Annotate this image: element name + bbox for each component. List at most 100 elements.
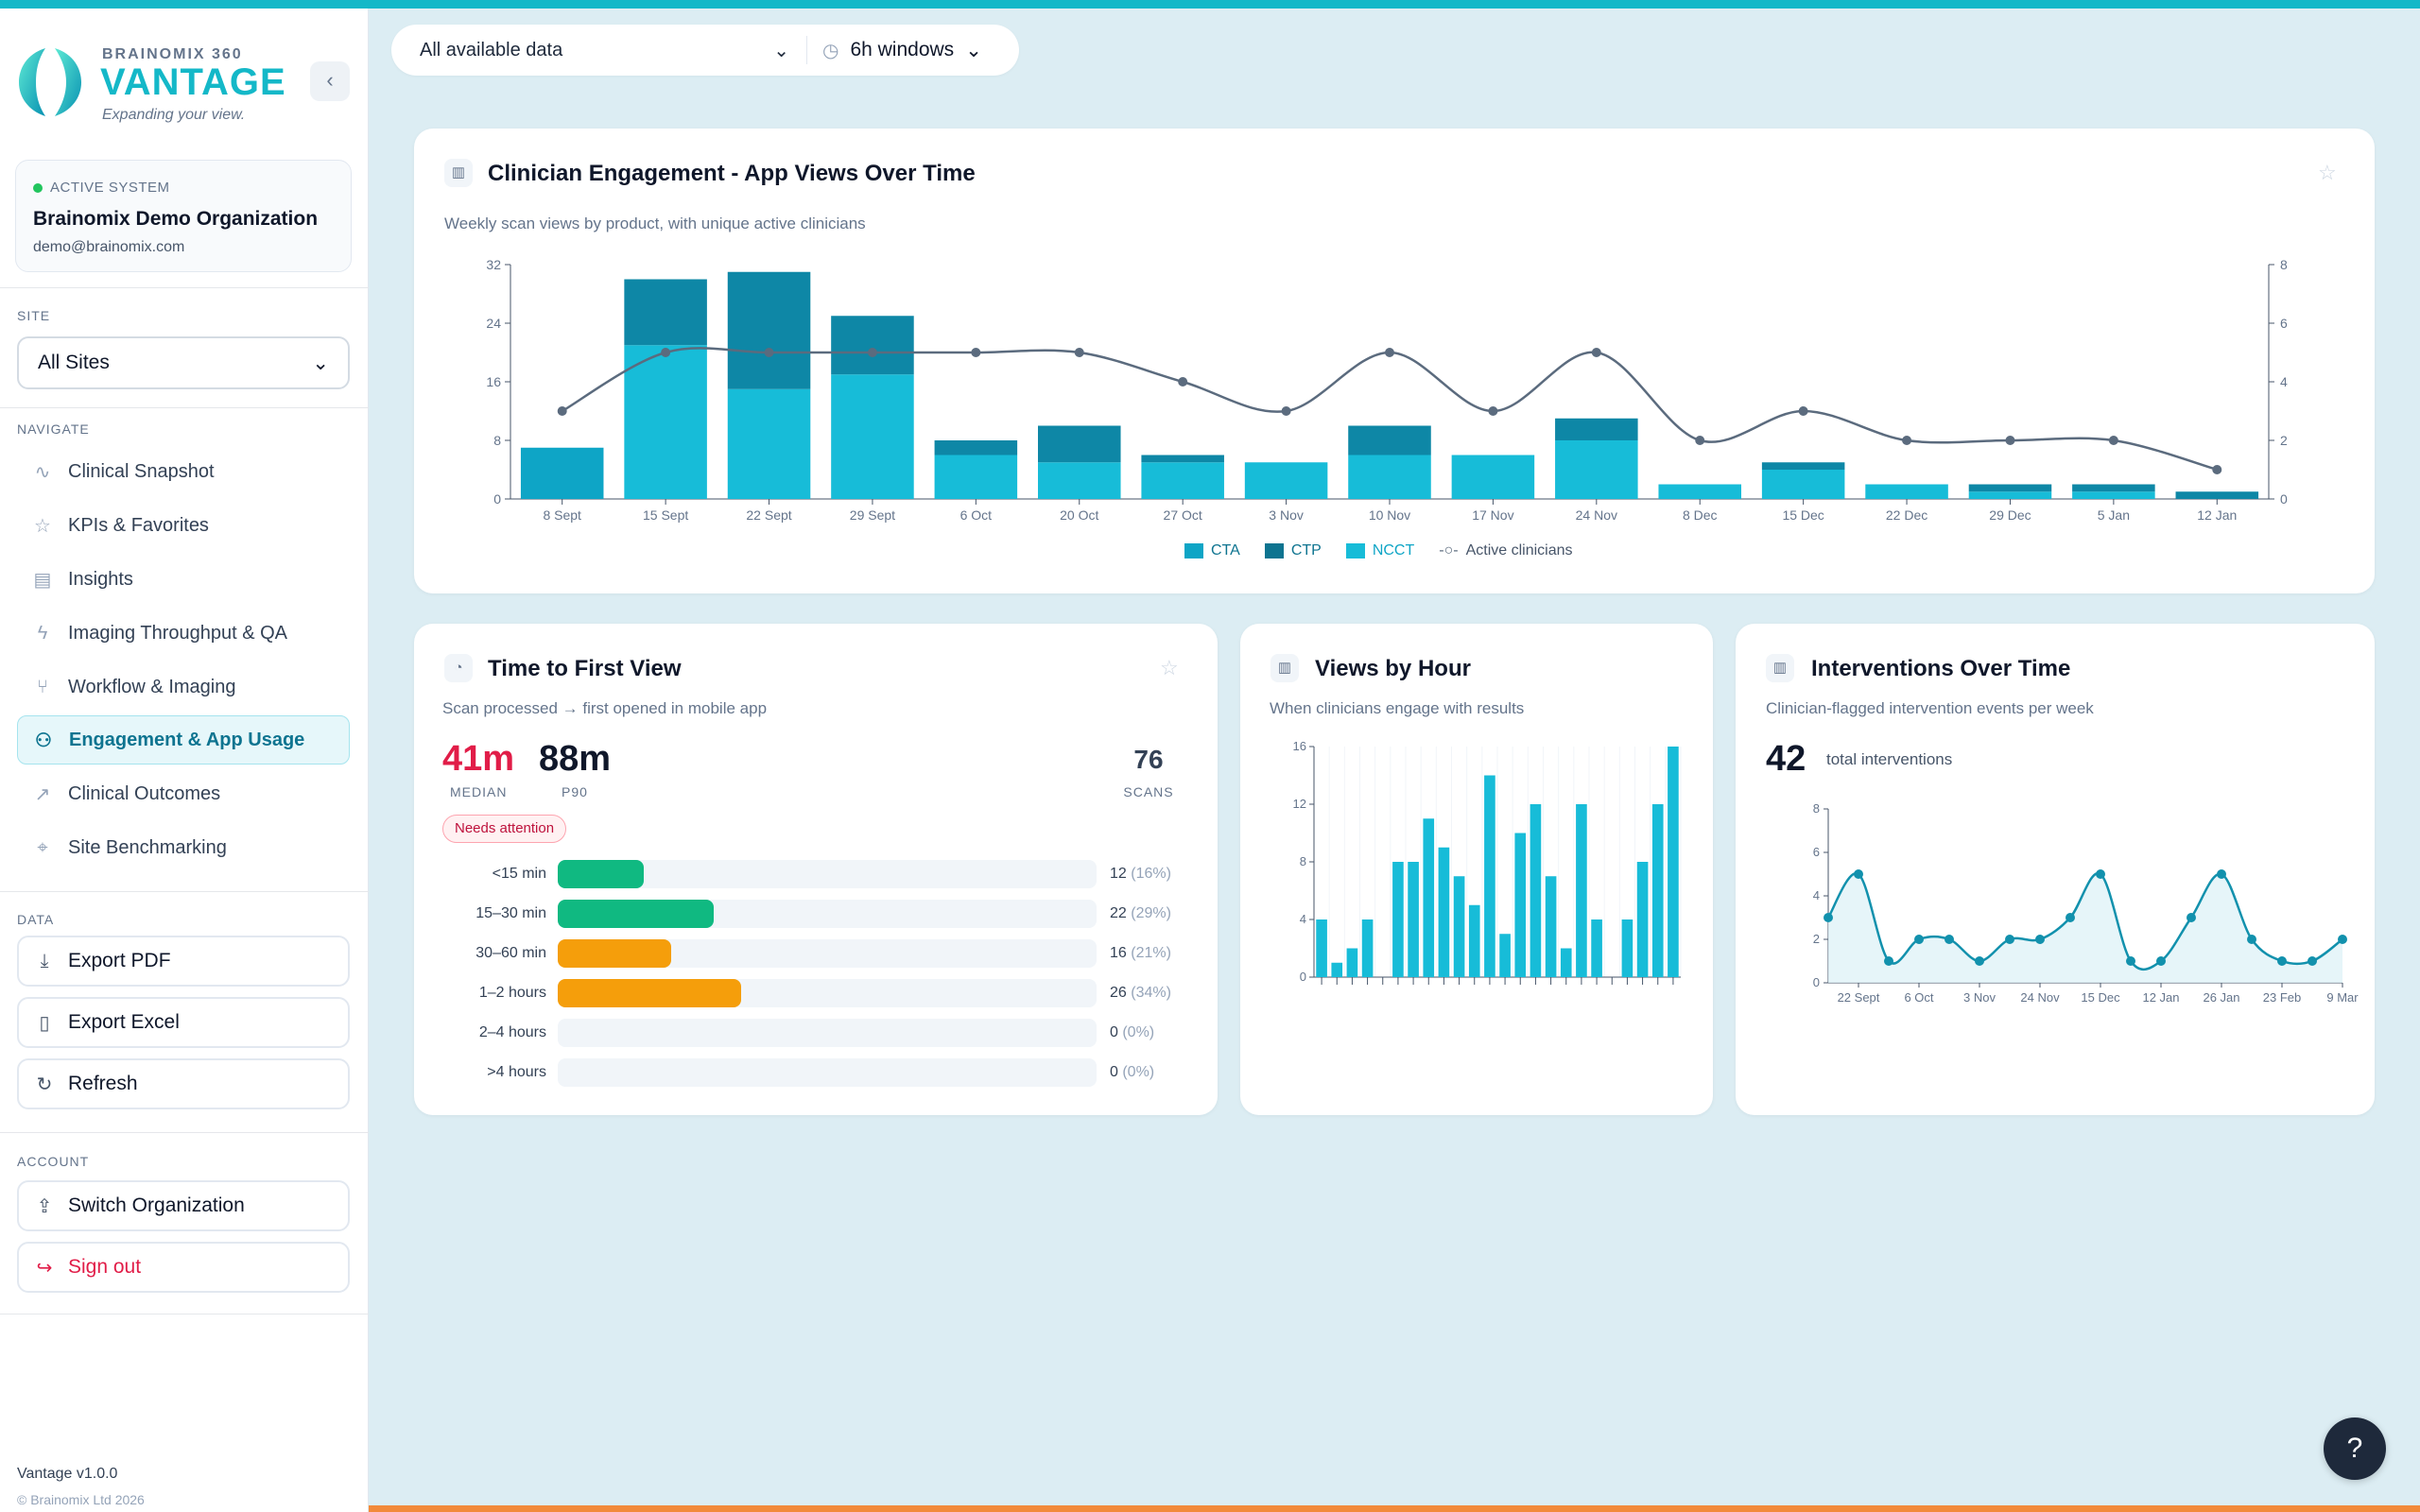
y-right-tick-label: 8 [2280, 257, 2288, 272]
system-status: ACTIVE SYSTEM [50, 180, 170, 196]
ttf-row-percent: (16%) [1131, 866, 1171, 882]
hour-bar [1591, 919, 1602, 977]
x-tick-label: 8 Sept [543, 507, 581, 523]
site-select[interactable]: All Sites ⌄ [17, 336, 350, 389]
nav-item-clinical-outcomes[interactable]: ↗ Clinical Outcomes [17, 769, 350, 818]
ttf-row-fill [558, 979, 741, 1007]
switch-icon: ⇪ [36, 1195, 53, 1217]
active-clinicians-point [1798, 406, 1808, 416]
ttf-row: 30–60 min 16 (21%) [442, 937, 1199, 970]
ttf-row-label: 2–4 hours [478, 1024, 546, 1040]
bar-ctp [727, 271, 811, 389]
divider [0, 891, 369, 892]
hour-bar [1530, 804, 1542, 977]
chevron-down-icon: ⌄ [312, 352, 329, 374]
legend-line-icon: -○- [1439, 542, 1459, 558]
x-tick-label: 27 Oct [1164, 507, 1202, 523]
active-clinicians-point [1385, 348, 1394, 357]
interventions-point [1824, 913, 1833, 922]
hour-bar [1484, 775, 1495, 977]
active-system-card: ACTIVE SYSTEM Brainomix Demo Organizatio… [15, 160, 352, 272]
favorite-star-icon[interactable]: ☆ [2318, 161, 2337, 184]
y-tick-label: 16 [1293, 739, 1306, 753]
ttf-row-percent: (29%) [1131, 905, 1171, 921]
active-clinicians-point [971, 348, 981, 357]
ttf-row-label: 15–30 min [475, 905, 546, 921]
clipboard-icon: ▤ [33, 569, 52, 591]
active-clinicians-point [764, 348, 774, 357]
time-window-value: 6h windows [850, 39, 955, 60]
legend-label-ctp: CTP [1290, 542, 1322, 558]
ttf-row-count: 0 [1110, 1024, 1123, 1040]
data-scope-value: All available data [420, 39, 563, 60]
interventions-point [2005, 935, 2014, 944]
nav-item-insights[interactable]: ▤ Insights [17, 555, 350, 604]
views-by-hour-card [1240, 624, 1713, 1115]
hour-bar [1499, 934, 1511, 977]
nav-item-site-benchmarking[interactable]: ⌖ Site Benchmarking [17, 823, 350, 872]
nav-item-label: Clinical Snapshot [68, 460, 215, 482]
switch-organization-button[interactable]: ⇪ Switch Organization [17, 1180, 350, 1231]
bar-ncct [1038, 462, 1121, 499]
p90-label: P90 [562, 784, 588, 799]
ttf-subtitle: Scan processed → first opened in mobile … [442, 699, 768, 717]
hour-bar [1453, 876, 1465, 977]
file-icon: ▯ [39, 1012, 50, 1034]
nav-item-workflow-imaging[interactable]: ⑂ Workflow & Imaging [17, 662, 350, 712]
pin-icon: ⌖ [37, 836, 48, 858]
button-label: Export Excel [68, 1011, 180, 1033]
ttf-row-value: 16 (21%) [1110, 945, 1171, 962]
interventions-point [1884, 956, 1893, 966]
nav-item-engagement-app-usage[interactable]: ⚇ Engagement & App Usage [17, 715, 350, 765]
gauge-icon: ◔ [444, 654, 473, 682]
filter-bar: All available data ⌄ ◷ 6h windows ⌄ [391, 25, 1019, 76]
active-clinicians-point [1591, 348, 1601, 357]
trend-icon: ↗ [34, 783, 51, 805]
chevron-down-icon: ⌄ [773, 40, 789, 61]
bar-ncct [1968, 491, 2052, 499]
brainomix-logo-icon [19, 48, 81, 116]
interventions-point [2277, 956, 2287, 966]
refresh-button[interactable]: ↻ Refresh [17, 1058, 350, 1109]
hour-bar [1346, 948, 1358, 977]
bar-ctp [1038, 425, 1121, 463]
interventions-point [2096, 869, 2105, 879]
legend-swatch-ncct [1345, 543, 1365, 558]
ttf-row-label: <15 min [492, 866, 546, 882]
bar-ctp [831, 316, 914, 375]
ttf-row-percent: (34%) [1131, 985, 1171, 1001]
y-tick-label: 12 [1293, 797, 1306, 811]
help-button[interactable]: ? [2324, 1418, 2386, 1480]
nav-item-kpis-favorites[interactable]: ☆ KPIs & Favorites [17, 501, 350, 550]
interventions-point [2338, 935, 2347, 944]
ttf-row-value: 26 (34%) [1110, 985, 1171, 1002]
bottom-accent-bar [369, 1505, 2420, 1512]
help-icon: ? [2346, 1433, 2363, 1464]
time-window-select[interactable]: ◷ 6h windows ⌄ [807, 39, 982, 62]
x-tick-label: 22 Sept [1838, 990, 1880, 1005]
bar-ctp [1555, 418, 1638, 440]
x-tick-label: 15 Dec [1782, 507, 1824, 523]
nav-item-label: KPIs & Favorites [68, 514, 209, 536]
hour-bar [1668, 747, 1679, 977]
data-scope-select[interactable]: All available data ⌄ [391, 36, 807, 64]
nav-item-clinical-snapshot[interactable]: ∿ Clinical Snapshot [17, 447, 350, 496]
nav-item-imaging-throughput[interactable]: ϟ Imaging Throughput & QA [17, 609, 350, 658]
favorite-star-icon[interactable]: ☆ [1160, 656, 1179, 679]
sign-out-button[interactable]: ↪ Sign out [17, 1242, 350, 1293]
engagement-legend: CTA CTP NCCT -○- Active clinicians [1184, 542, 1573, 559]
site-section-label: SITE [17, 308, 51, 323]
bar-cta [520, 447, 604, 499]
x-tick-label: 15 Sept [643, 507, 688, 523]
export-excel-button[interactable]: ▯ Export Excel [17, 997, 350, 1048]
interventions-point [1914, 935, 1924, 944]
x-tick-label: 24 Nov [1576, 507, 1617, 523]
x-tick-label: 23 Feb [2263, 990, 2301, 1005]
chevron-left-icon: ‹ [326, 68, 334, 92]
y-tick-label: 24 [486, 316, 501, 331]
export-pdf-button[interactable]: ⤓ Export PDF [17, 936, 350, 987]
collapse-sidebar-button[interactable]: ‹ [310, 61, 350, 101]
organization-email: demo@brainomix.com [33, 239, 185, 255]
lightning-icon: ϟ [37, 622, 48, 644]
status-badge: Needs attention [442, 815, 567, 843]
